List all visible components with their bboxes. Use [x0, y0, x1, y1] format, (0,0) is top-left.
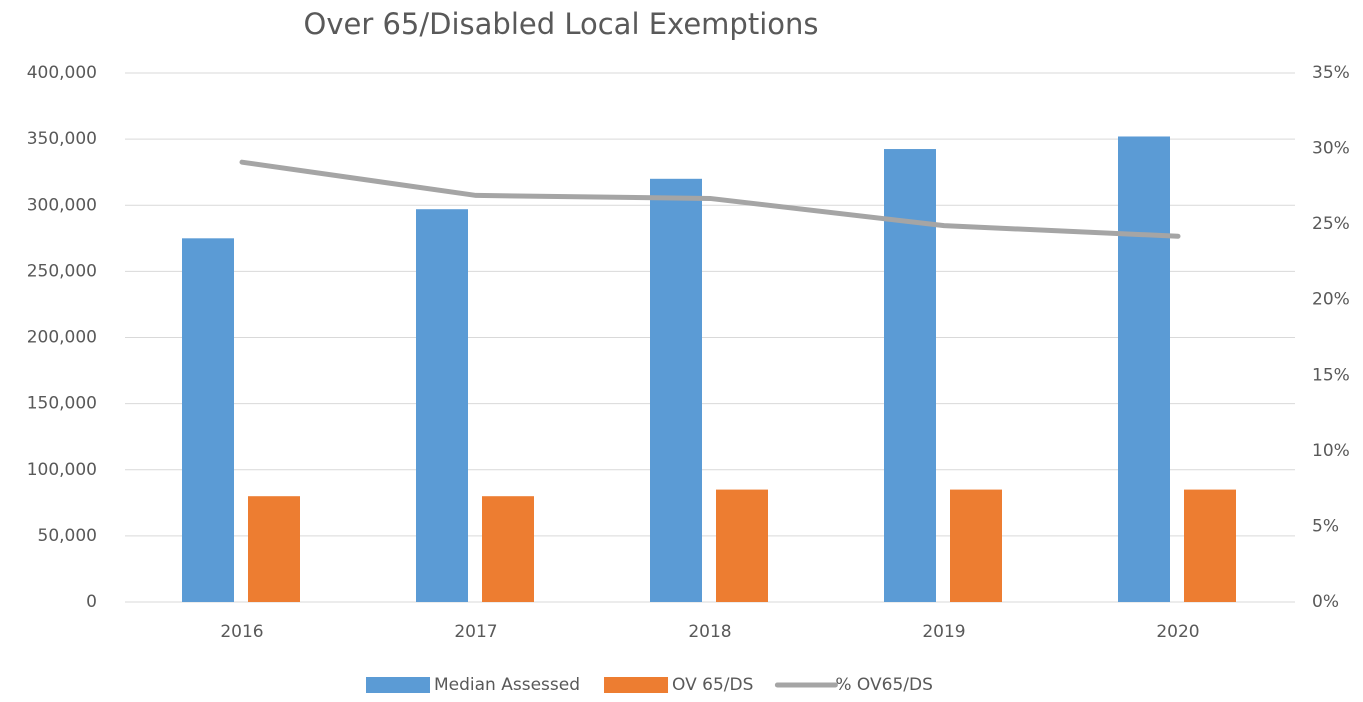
bar: [1184, 489, 1236, 602]
x-tick-label: 2020: [1156, 622, 1199, 642]
legend-label: Median Assessed: [434, 675, 580, 695]
x-tick-label: 2016: [220, 622, 263, 642]
y-tick-label: 0: [86, 592, 97, 612]
legend-swatch: [604, 677, 669, 693]
bar: [884, 149, 936, 602]
y-tick-label: 200,000: [27, 328, 97, 348]
bar: [248, 496, 300, 602]
y2-tick-label: 0%: [1312, 592, 1339, 612]
y-tick-label: 250,000: [27, 261, 97, 281]
y2-tick-label: 20%: [1312, 290, 1350, 310]
y-tick-label: 100,000: [27, 460, 97, 480]
x-tick-label: 2018: [688, 622, 731, 642]
y2-tick-label: 35%: [1312, 63, 1350, 83]
chart-title: Over 65/Disabled Local Exemptions: [304, 7, 819, 41]
bar: [650, 178, 702, 603]
bar: [416, 209, 468, 602]
y2-tick-label: 10%: [1312, 441, 1350, 461]
legend-label: OV 65/DS: [672, 675, 753, 695]
y2-tick-label: 25%: [1312, 214, 1350, 234]
y2-tick-label: 30%: [1312, 139, 1350, 159]
bar: [482, 496, 534, 602]
bar: [950, 489, 1002, 602]
y2-tick-label: 5%: [1312, 516, 1339, 536]
y-tick-label: 50,000: [38, 526, 97, 546]
legend-label: % OV65/DS: [835, 675, 933, 695]
y-tick-label: 300,000: [27, 195, 97, 215]
x-tick-label: 2019: [922, 622, 965, 642]
y-tick-label: 150,000: [27, 394, 97, 414]
line: [239, 159, 1181, 239]
y-tick-label: 400,000: [27, 63, 97, 83]
y2-tick-label: 15%: [1312, 365, 1350, 385]
legend-swatch: [366, 677, 430, 693]
bar: [1118, 136, 1170, 603]
y-tick-label: 350,000: [27, 129, 97, 149]
bar: [716, 489, 768, 602]
bar: [182, 238, 234, 602]
x-tick-label: 2017: [454, 622, 497, 642]
